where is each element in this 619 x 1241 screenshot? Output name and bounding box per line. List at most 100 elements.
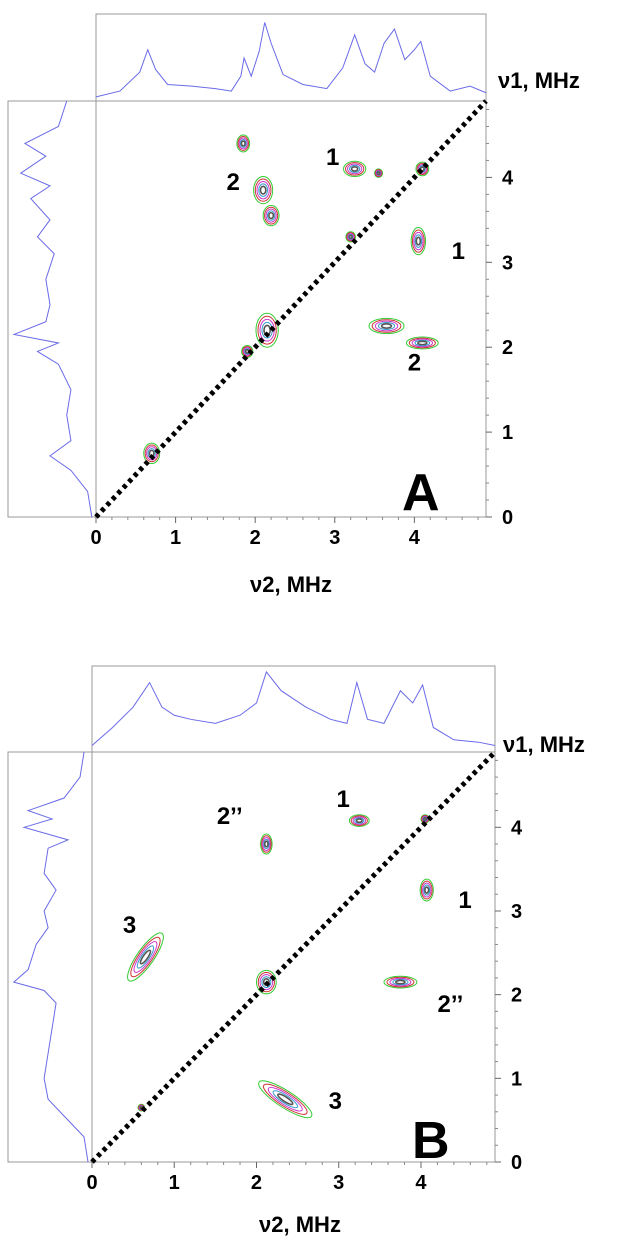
contour-level bbox=[413, 231, 424, 251]
contour-level bbox=[383, 975, 418, 989]
y-tick-label: 3 bbox=[511, 901, 522, 923]
contour-level bbox=[423, 884, 431, 896]
contour-level bbox=[267, 1086, 303, 1112]
contour-level bbox=[347, 233, 354, 240]
contour-level bbox=[255, 312, 279, 348]
contour-level bbox=[258, 1080, 313, 1119]
contour-level bbox=[259, 185, 267, 195]
contour-level bbox=[410, 226, 427, 256]
contour-level bbox=[255, 969, 277, 995]
contour-level bbox=[345, 231, 356, 243]
contour-peak bbox=[368, 317, 405, 335]
contour-peak bbox=[258, 1080, 313, 1119]
top-projection-frame bbox=[95, 13, 487, 102]
contour-level bbox=[386, 976, 415, 988]
contour-level bbox=[375, 169, 382, 177]
y-tick-label: 1 bbox=[502, 422, 513, 444]
contour-level bbox=[355, 818, 363, 824]
contour-level bbox=[237, 135, 249, 151]
contour-level bbox=[253, 176, 274, 205]
contour-level bbox=[368, 317, 405, 335]
contour-level bbox=[411, 229, 425, 253]
y-tick-label: 1 bbox=[511, 1068, 522, 1090]
panel-letter: A bbox=[402, 464, 440, 522]
contour-level bbox=[417, 164, 427, 174]
contour-level bbox=[354, 817, 365, 824]
contour-level bbox=[345, 162, 365, 176]
contour-peak bbox=[260, 833, 273, 855]
contour-level bbox=[374, 169, 383, 178]
contour-level bbox=[262, 1083, 308, 1115]
y-tick-label: 4 bbox=[511, 817, 523, 839]
contour-level bbox=[263, 840, 269, 848]
x-tick-label: 4 bbox=[415, 1172, 427, 1194]
contour-level bbox=[260, 833, 273, 855]
peak-label: 1 bbox=[452, 238, 465, 265]
y-axis-label: ν1, MHz bbox=[498, 68, 580, 93]
contour-level bbox=[423, 816, 428, 821]
y-tick-label: 0 bbox=[502, 507, 513, 529]
plot-frame bbox=[95, 100, 487, 518]
contour-level bbox=[240, 140, 246, 147]
peak-label: 2’’ bbox=[217, 803, 243, 830]
contour-level bbox=[348, 234, 353, 240]
contour-level bbox=[346, 232, 356, 242]
contour-level bbox=[405, 336, 439, 350]
panel-letter: B bbox=[412, 1112, 450, 1170]
x-tick-label: 0 bbox=[90, 527, 101, 549]
contour-level bbox=[415, 161, 430, 177]
left-projection-frame bbox=[7, 751, 93, 1163]
contour-level bbox=[261, 976, 272, 988]
contour-peaks bbox=[143, 134, 439, 465]
x-axis-label: ν2, MHz bbox=[250, 572, 332, 597]
contour-level bbox=[262, 204, 280, 227]
contour-peak bbox=[410, 226, 427, 256]
contour-level bbox=[259, 974, 274, 991]
y-tick-label: 2 bbox=[502, 337, 513, 359]
contour-level bbox=[254, 178, 272, 202]
contour-peak bbox=[255, 312, 279, 348]
contour-level bbox=[374, 168, 384, 178]
contour-level bbox=[420, 880, 433, 900]
contour-level bbox=[272, 1090, 299, 1109]
contour-peak bbox=[374, 168, 384, 178]
contour-level bbox=[347, 233, 355, 241]
contour-level bbox=[239, 139, 247, 148]
contour-level bbox=[349, 164, 361, 173]
peak-label: 1 bbox=[458, 887, 471, 914]
contour-level bbox=[424, 886, 430, 894]
contour-level bbox=[350, 165, 359, 172]
contour-peak bbox=[343, 160, 367, 178]
peak-labels: 1 1 2’’ 2’’ 3 3 bbox=[123, 786, 472, 1115]
contour-level bbox=[414, 234, 423, 248]
contour-level bbox=[130, 936, 161, 978]
contour-level bbox=[277, 1093, 294, 1106]
top-projection-line bbox=[95, 22, 487, 98]
top-projection-frame bbox=[91, 665, 496, 753]
contour-level bbox=[414, 339, 431, 347]
contour-level bbox=[262, 837, 271, 851]
peak-label: 1 bbox=[326, 144, 339, 171]
peak-label: 3 bbox=[123, 912, 136, 939]
x-tick-label: 0 bbox=[86, 1172, 97, 1194]
peak-label: 2’’ bbox=[438, 991, 464, 1018]
contour-level bbox=[343, 160, 367, 178]
contour-level bbox=[389, 977, 412, 987]
contour-level bbox=[417, 340, 428, 346]
contour-level bbox=[350, 815, 368, 826]
contour-peak bbox=[383, 975, 418, 989]
plot-frame bbox=[91, 751, 496, 1163]
contour-level bbox=[392, 978, 409, 986]
panel-b: 0 1 2 3 4 0 1 2 3 4 1 1 2’’ 2’’ 3 3 ν2, MHz ν1, MHz B bbox=[7, 665, 585, 1237]
x-tick-label: 2 bbox=[251, 1172, 262, 1194]
contour-level bbox=[257, 971, 275, 993]
peak-labels: 1 1 2 2 bbox=[226, 144, 465, 377]
contour-level bbox=[238, 137, 248, 150]
y-tick-label: 4 bbox=[502, 167, 514, 189]
contour-level bbox=[258, 183, 269, 197]
axis-ticks: 0 1 2 3 4 0 1 2 3 4 bbox=[86, 759, 523, 1194]
contour-level bbox=[256, 180, 270, 200]
contour-level bbox=[347, 163, 363, 175]
contour-level bbox=[422, 882, 432, 898]
